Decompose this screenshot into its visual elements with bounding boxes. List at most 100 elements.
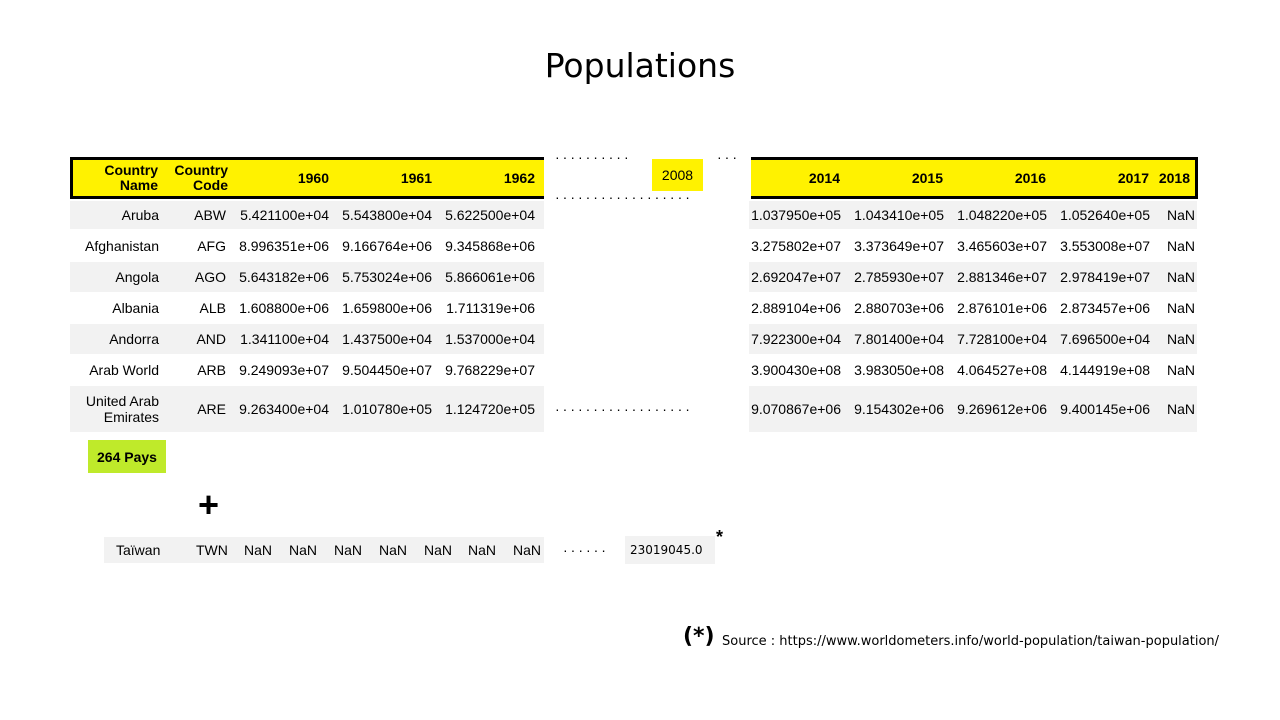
- table-cell-name: Angola: [115, 269, 159, 285]
- table-cell-v2015: 3.373649e+07: [854, 238, 944, 254]
- table-cell-v2017: 9.400145e+06: [1060, 401, 1150, 417]
- table-cell-v1961: 1.437500e+04: [342, 331, 432, 347]
- table-cell-v2015: 1.043410e+05: [854, 207, 944, 223]
- table-cell-name: Arab World: [89, 362, 159, 378]
- table-cell-v1961: 5.543800e+04: [342, 207, 432, 223]
- table-cell-v2017: 7.696500e+04: [1060, 331, 1150, 347]
- table-row: Angola AGO 5.643182e+06 5.753024e+06 5.86606…: [70, 262, 1198, 292]
- table-cell-v2015: 9.154302e+06: [854, 401, 944, 417]
- country-count-badge: 264 Pays: [88, 440, 166, 473]
- table-row: Andorra AND 1.341100e+04 1.437500e+04 1.5370…: [70, 324, 1198, 354]
- table-cell-v2018: NaN: [1166, 300, 1195, 316]
- table-cell-v2014: 3.275802e+07: [751, 238, 841, 254]
- table-cell-v2016: 9.269612e+06: [957, 401, 1047, 417]
- taiwan-nan: NaN: [379, 542, 408, 558]
- taiwan-nan: NaN: [513, 542, 542, 558]
- ellipsis-dots-row: ··················: [555, 401, 693, 417]
- table-cell-v1962: 1.711319e+06: [446, 300, 535, 316]
- table-cell-v2014: 7.922300e+04: [751, 331, 841, 347]
- table-cell-v2014: 2.692047e+07: [751, 269, 841, 285]
- table-cell-v2018: NaN: [1166, 401, 1195, 417]
- table-cell-v2016: 1.048220e+05: [957, 207, 1047, 223]
- table-cell-v1962: 1.124720e+05: [445, 401, 535, 417]
- table-cell-v2014: 2.889104e+06: [751, 300, 841, 316]
- table-cell-v2015: 2.785930e+07: [854, 269, 944, 285]
- table-cell-v2018: NaN: [1166, 269, 1195, 285]
- table-cell-v2014: 9.070867e+06: [751, 401, 841, 417]
- table-cell-v2014: 1.037950e+05: [751, 207, 841, 223]
- taiwan-nan: NaN: [289, 542, 318, 558]
- header-country-code: Country Code: [174, 162, 228, 193]
- table-cell-v1962: 9.768229e+07: [445, 362, 535, 378]
- header-2008: 2008: [652, 159, 703, 191]
- table-cell-name: Albania: [112, 300, 159, 316]
- table-cell-v1960: 1.608800e+06: [239, 300, 329, 316]
- header-2015: 2015: [911, 169, 943, 186]
- table-cell-v2017: 3.553008e+07: [1060, 238, 1150, 254]
- table-cell-name: Andorra: [109, 331, 159, 347]
- table-row: United Arab Emirates ARE 9.263400e+04 1.010…: [70, 386, 1198, 432]
- table-cell-code: ALB: [199, 300, 226, 316]
- table-cell-v1960: 9.249093e+07: [239, 362, 329, 378]
- table-cell-v2018: NaN: [1166, 207, 1195, 223]
- table-cell-v2017: 4.144919e+08: [1060, 362, 1150, 378]
- table-cell-code: AND: [196, 331, 226, 347]
- table-row: Albania ALB 1.608800e+06 1.659800e+06 1.7113…: [70, 293, 1198, 323]
- table-row: Arab World ARB 9.249093e+07 9.504450e+07 9.7…: [70, 355, 1198, 385]
- ellipsis-dots-taiwan: ······: [563, 542, 609, 558]
- table-cell-code: ARB: [197, 362, 226, 378]
- table-cell-v1962: 5.622500e+04: [445, 207, 535, 223]
- taiwan-row-background: [104, 537, 544, 563]
- table-cell-v2017: 1.052640e+05: [1060, 207, 1150, 223]
- table-header-right: 2014 2015 2016 2017 2018: [751, 157, 1198, 199]
- table-row: Afghanistan AFG 8.996351e+06 9.166764e+06 9.…: [70, 231, 1198, 261]
- table-row: Aruba ABW 5.421100e+04 5.543800e+04 5.622500…: [70, 201, 1198, 229]
- table-cell-v2015: 2.880703e+06: [854, 300, 944, 316]
- header-1961: 1961: [400, 169, 432, 186]
- taiwan-nan: NaN: [424, 542, 453, 558]
- table-header-left: Country Name Country Code 1960 1961 1962: [70, 157, 544, 199]
- table-cell-v2016: 4.064527e+08: [957, 362, 1047, 378]
- header-2018: 2018: [1158, 169, 1190, 186]
- table-cell-v1960: 9.263400e+04: [239, 401, 329, 417]
- table-cell-code: ARE: [197, 401, 226, 417]
- table-cell-v1960: 8.996351e+06: [239, 238, 329, 254]
- table-cell-v2016: 3.465603e+07: [957, 238, 1047, 254]
- table-cell-v2014: 3.900430e+08: [751, 362, 841, 378]
- table-cell-v2018: NaN: [1166, 238, 1195, 254]
- header-1960: 1960: [297, 169, 329, 186]
- plus-icon: +: [198, 484, 220, 525]
- table-cell-v1960: 1.341100e+04: [240, 331, 329, 347]
- table-cell-v1961: 5.753024e+06: [342, 269, 432, 285]
- table-cell-v2015: 3.983050e+08: [854, 362, 944, 378]
- table-cell-v2018: NaN: [1166, 362, 1195, 378]
- taiwan-code: TWN: [196, 542, 228, 558]
- table-cell-v1960: 5.643182e+06: [239, 269, 329, 285]
- ellipsis-dots-top-left: ··········: [555, 149, 632, 165]
- table-cell-name: Aruba: [121, 207, 159, 223]
- taiwan-nan: NaN: [468, 542, 497, 558]
- table-cell-v1962: 9.345868e+06: [445, 238, 535, 254]
- table-cell-v2016: 7.728100e+04: [957, 331, 1047, 347]
- ellipsis-dots-top-right: ···: [717, 149, 740, 165]
- table-cell-v2017: 2.978419e+07: [1060, 269, 1150, 285]
- table-cell-code: AGO: [194, 269, 226, 285]
- table-cell-v1961: 1.659800e+06: [342, 300, 432, 316]
- table-cell-name: United Arab Emirates: [85, 393, 159, 425]
- footnote-star: *: [716, 527, 724, 547]
- header-2017: 2017: [1117, 169, 1149, 186]
- taiwan-value: 23019045.0: [625, 536, 715, 564]
- taiwan-nan: NaN: [244, 542, 273, 558]
- table-cell-v2016: 2.876101e+06: [957, 300, 1047, 316]
- table-cell-code: AFG: [197, 238, 226, 254]
- header-country-name: Country Name: [104, 162, 158, 193]
- source-mark: (*): [683, 624, 715, 649]
- table-cell-v2017: 2.873457e+06: [1060, 300, 1150, 316]
- table-cell-v1961: 9.504450e+07: [342, 362, 432, 378]
- source-link[interactable]: Source : https://www.worldometers.info/w…: [722, 634, 1220, 649]
- page-title: Populations: [544, 46, 736, 85]
- table-cell-code: ABW: [194, 207, 226, 223]
- table-cell-v1960: 5.421100e+04: [240, 207, 329, 223]
- table-cell-v1961: 9.166764e+06: [342, 238, 432, 254]
- table-cell-v1961: 1.010780e+05: [342, 401, 432, 417]
